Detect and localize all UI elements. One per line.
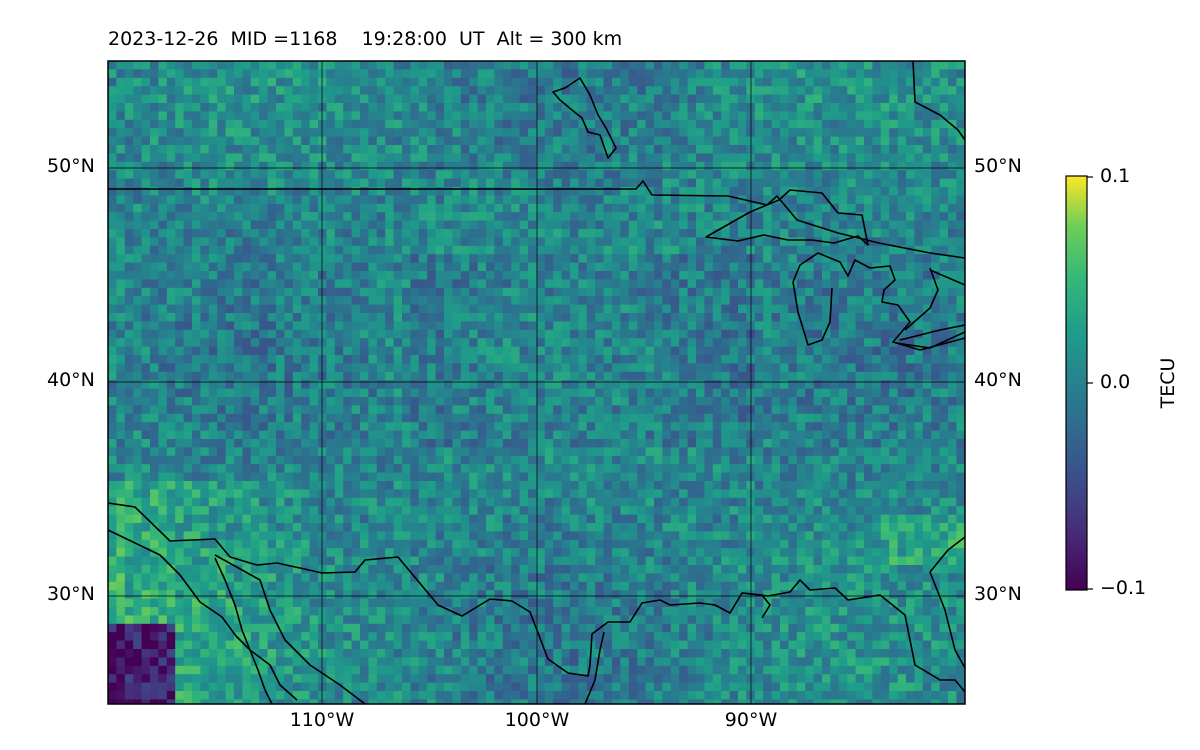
lake-huron-erie [895,267,965,349]
us-canada-border [108,180,965,259]
gulf-coast-florida [741,536,965,669]
lat-label-50n-right: 50°N [974,155,1022,177]
gulf-mexico-coast [584,631,605,704]
colorbar [1065,175,1093,591]
baja-coast [108,529,298,701]
lake-michigan [792,252,965,351]
graticule [108,61,965,704]
hudson-bay-coast [552,77,617,159]
map-title: 2023-12-26 MID =1168 19:28:00 UT Alt = 3… [108,28,623,50]
colorbar-gradient [1066,176,1087,590]
mexico-border [108,502,965,693]
colorbar-tick-label-bottom: −0.1 [1100,577,1147,599]
lat-label-40n-left: 40°N [47,369,95,391]
boundaries [108,61,965,704]
lake-superior [705,189,869,246]
colorbar-title: TECU [1157,357,1179,409]
lake-michigan-west-shore [792,281,833,346]
lat-label-30n-left: 30°N [47,583,95,605]
colorbar-tick-label-top: 0.1 [1100,165,1131,187]
sonora-coast [214,554,366,704]
colorbar-tick-label-mid: 0.0 [1100,371,1131,393]
tec-pixel-grid [108,61,965,704]
lat-label-40n-right: 40°N [974,369,1022,391]
lat-label-30n-right: 30°N [974,583,1022,605]
lon-label-90w: 90°W [724,709,778,731]
baja-peninsula [214,557,273,704]
tec-field [108,61,965,704]
lon-label-100w: 100°W [504,709,570,731]
lat-label-50n-left: 50°N [47,155,95,177]
northeast-coast [912,61,965,141]
lon-label-110w: 110°W [289,709,355,731]
map-frame [107,60,966,705]
